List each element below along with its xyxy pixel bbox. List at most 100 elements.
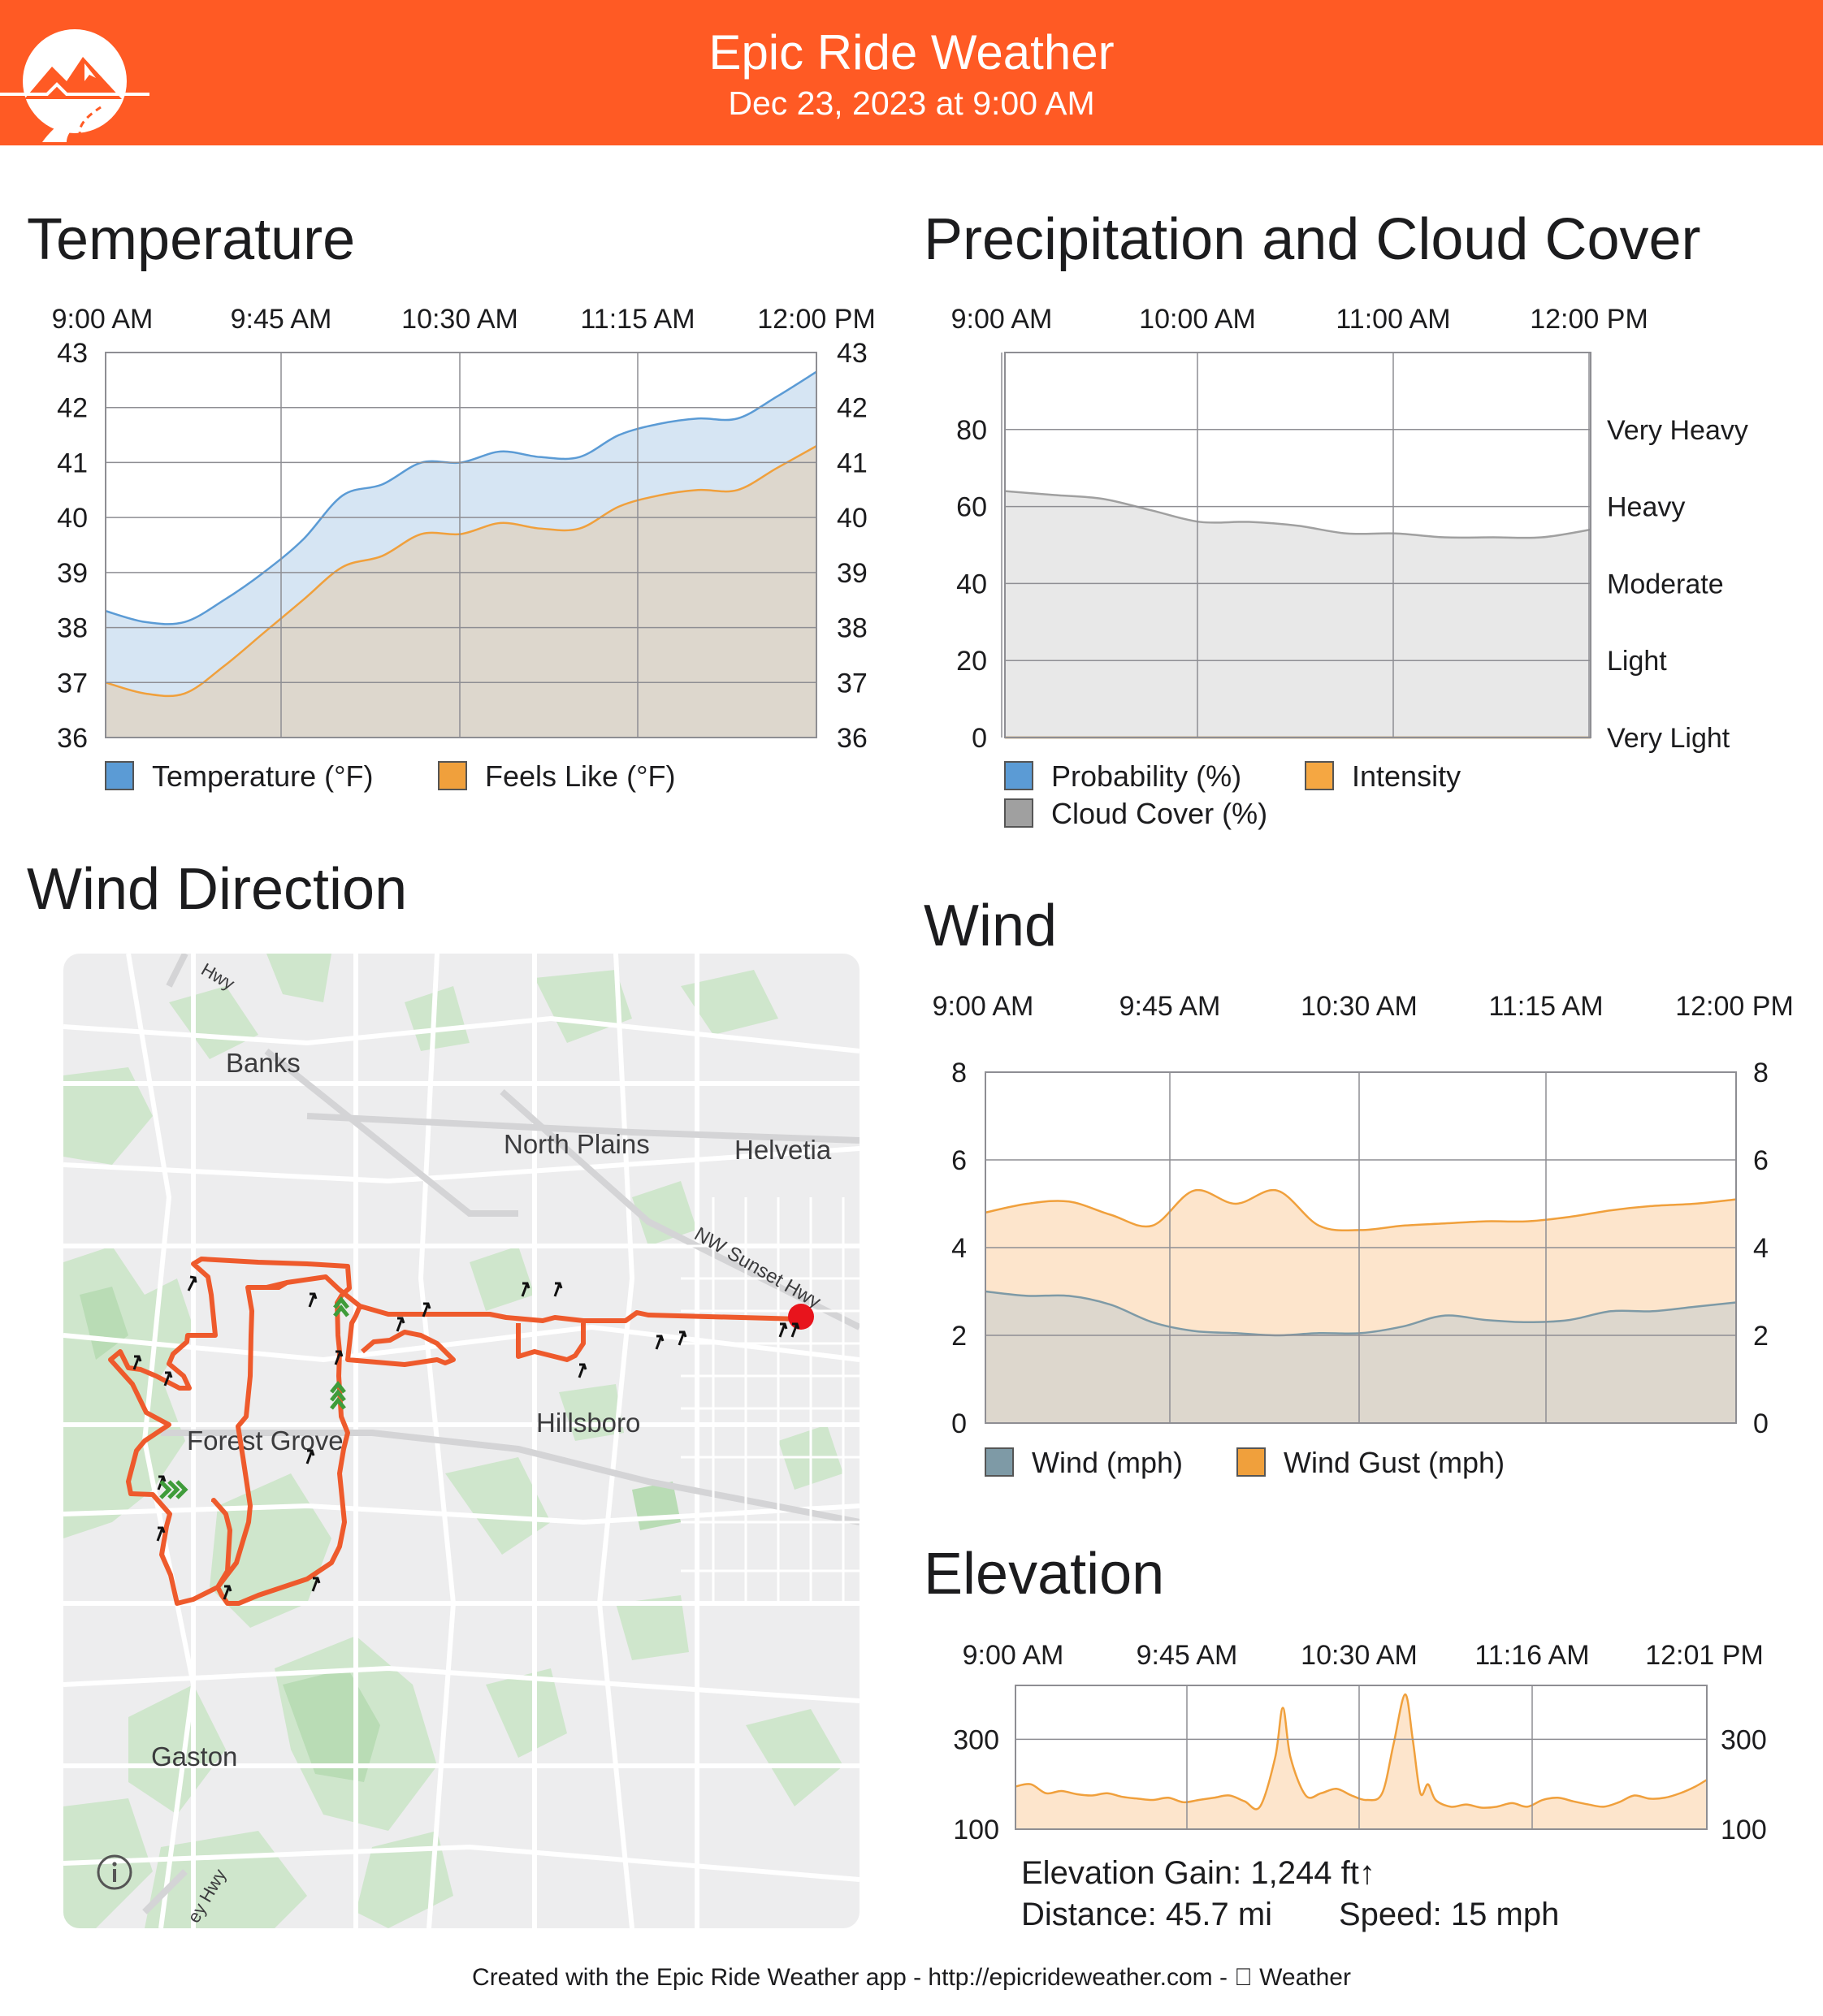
- map-label-sunset-hwy: NW Sunset Hwy: [691, 1223, 825, 1313]
- legend-label: Wind Gust (mph): [1284, 1446, 1505, 1479]
- series-line: [105, 445, 817, 698]
- y-tick-label: 8: [951, 1058, 967, 1088]
- map-label-forest-grove: Forest Grove: [187, 1425, 344, 1456]
- y-tick-label: 0: [951, 1408, 967, 1439]
- y-tick-label: 38: [57, 613, 88, 644]
- plot-area: [1004, 352, 1591, 738]
- plot-border: [985, 1071, 1737, 1424]
- route-end-marker[interactable]: [788, 1304, 814, 1330]
- x-tick-label: 9:00 AM: [52, 304, 154, 335]
- x-tick-label: 9:45 AM: [231, 304, 332, 335]
- x-tick-label: 12:00 PM: [1530, 304, 1648, 335]
- series-area: [1015, 1694, 1707, 1829]
- y-tick-label: 300: [953, 1724, 999, 1755]
- y-tick-label: 100: [953, 1815, 999, 1845]
- y-tick-label: 40: [956, 569, 987, 599]
- y-tick-label-right: 2: [1753, 1321, 1769, 1352]
- intensity-label: Very Heavy: [1607, 415, 1748, 446]
- series-line: [985, 1188, 1737, 1232]
- wind-direction-map[interactable]: Banks North Plains Helvetia NW Sunset Hw…: [63, 954, 860, 1928]
- wind-direction-title: Wind Direction: [27, 857, 408, 922]
- plot-area: [985, 1071, 1737, 1424]
- y-tick-label-right: 100: [1721, 1815, 1767, 1845]
- y-tick-label: 6: [951, 1145, 967, 1176]
- elevation-gain: Elevation Gain: 1,244 ft↑: [1021, 1855, 1375, 1891]
- legend-swatch: [1236, 1447, 1266, 1477]
- y-tick-label: 20: [956, 646, 987, 677]
- chart-precipitation: 0 20 40 60 80 Very Light Light Moderate Heavy Ver…: [951, 304, 1748, 830]
- legend-swatch: [1004, 761, 1033, 790]
- info-icon[interactable]: [96, 1854, 133, 1891]
- y-tick-label: 80: [956, 415, 987, 446]
- y-tick-label: 40: [57, 503, 88, 534]
- plot-area: [1015, 1685, 1708, 1830]
- map-label-banks: Banks: [226, 1048, 301, 1078]
- y-tick-label-right: 39: [837, 558, 868, 589]
- x-tick-label: 9:00 AM: [951, 304, 1053, 335]
- intensity-label: Heavy: [1607, 492, 1685, 523]
- map-labels: Banks North Plains Helvetia NW Sunset Hw…: [151, 959, 832, 1927]
- y-tick-label: 36: [57, 723, 88, 754]
- y-tick-label-right: 6: [1753, 1145, 1769, 1176]
- x-tick-label: 11:16 AM: [1474, 1640, 1589, 1671]
- intensity-label: Very Light: [1607, 723, 1730, 754]
- legend-swatch: [985, 1447, 1014, 1477]
- series-line: [1004, 490, 1591, 539]
- temperature-title: Temperature: [27, 207, 356, 272]
- y-tick-label: 37: [57, 668, 88, 699]
- legend-swatch: [438, 761, 467, 790]
- y-tick-label-right: 40: [837, 503, 868, 534]
- chart-wind: 0 0 2 2 4 4 6 6 8 8 9:00 AM 9:45 AM 10:30 AM 11:15 AM…: [933, 991, 1794, 1479]
- x-tick-label: 12:00 PM: [757, 304, 876, 335]
- y-tick-label: 41: [57, 448, 88, 478]
- y-tick-label-right: 36: [837, 723, 868, 754]
- map-label-hillsboro: Hillsboro: [536, 1408, 640, 1438]
- x-tick-label: 9:00 AM: [963, 1640, 1064, 1671]
- x-tick-label: 10:30 AM: [401, 304, 518, 335]
- x-tick-label: 9:00 AM: [933, 991, 1034, 1022]
- y-tick-label: 60: [956, 492, 987, 523]
- plot-border: [105, 352, 817, 738]
- x-tick-label: 11:15 AM: [580, 304, 695, 335]
- chart-elevation: 100 100 300 300 9:00 AM 9:45 AM 10:30 AM 11:16 …: [953, 1640, 1766, 1845]
- plot-border: [1004, 352, 1591, 738]
- plot-border: [1015, 1685, 1708, 1830]
- y-tick-label: 4: [951, 1233, 967, 1264]
- chevron-up-icon: [159, 1296, 349, 1499]
- series-area: [1005, 491, 1591, 738]
- y-tick-label: 39: [57, 558, 88, 589]
- x-tick-label: 10:00 AM: [1139, 304, 1256, 335]
- series-area: [985, 1190, 1736, 1423]
- elevation-title: Elevation: [924, 1542, 1165, 1607]
- x-tick-label: 9:45 AM: [1137, 1640, 1238, 1671]
- plot-area: [105, 352, 817, 738]
- y-tick-label-right: 38: [837, 613, 868, 644]
- footer-credit[interactable]: Created with the Epic Ride Weather app -…: [472, 1964, 1351, 1991]
- y-tick-label-right: 8: [1753, 1058, 1769, 1088]
- map-canvas: Banks North Plains Helvetia NW Sunset Hw…: [63, 954, 860, 1928]
- series-line: [105, 370, 817, 625]
- y-tick-label-right: 43: [837, 338, 868, 369]
- map-roads: [63, 954, 860, 1928]
- map-label-gaston: Gaston: [151, 1741, 237, 1772]
- precip-title: Precipitation and Cloud Cover: [924, 207, 1701, 272]
- y-tick-label: 42: [57, 393, 88, 424]
- intensity-label: Moderate: [1607, 569, 1724, 599]
- speed: Speed: 15 mph: [1339, 1897, 1560, 1932]
- x-tick-label: 10:30 AM: [1301, 1640, 1418, 1671]
- y-tick-label: 0: [972, 723, 987, 754]
- app-header: Epic Ride Weather Dec 23, 2023 at 9:00 A…: [0, 0, 1823, 145]
- y-tick-label-right: 41: [837, 448, 868, 478]
- map-label-helvetia: Helvetia: [734, 1135, 832, 1165]
- epic-ride-logo-icon: [0, 29, 149, 142]
- legend-label: Intensity: [1352, 759, 1461, 793]
- series-area: [985, 1291, 1736, 1423]
- wind-title: Wind: [924, 893, 1058, 958]
- map-label-north-plains: North Plains: [504, 1129, 650, 1159]
- x-tick-label: 9:45 AM: [1119, 991, 1221, 1022]
- y-tick-label-right: 37: [837, 668, 868, 699]
- x-tick-label: 11:15 AM: [1488, 991, 1603, 1022]
- x-tick-label: 12:00 PM: [1675, 991, 1794, 1022]
- map-highways: [142, 954, 860, 1914]
